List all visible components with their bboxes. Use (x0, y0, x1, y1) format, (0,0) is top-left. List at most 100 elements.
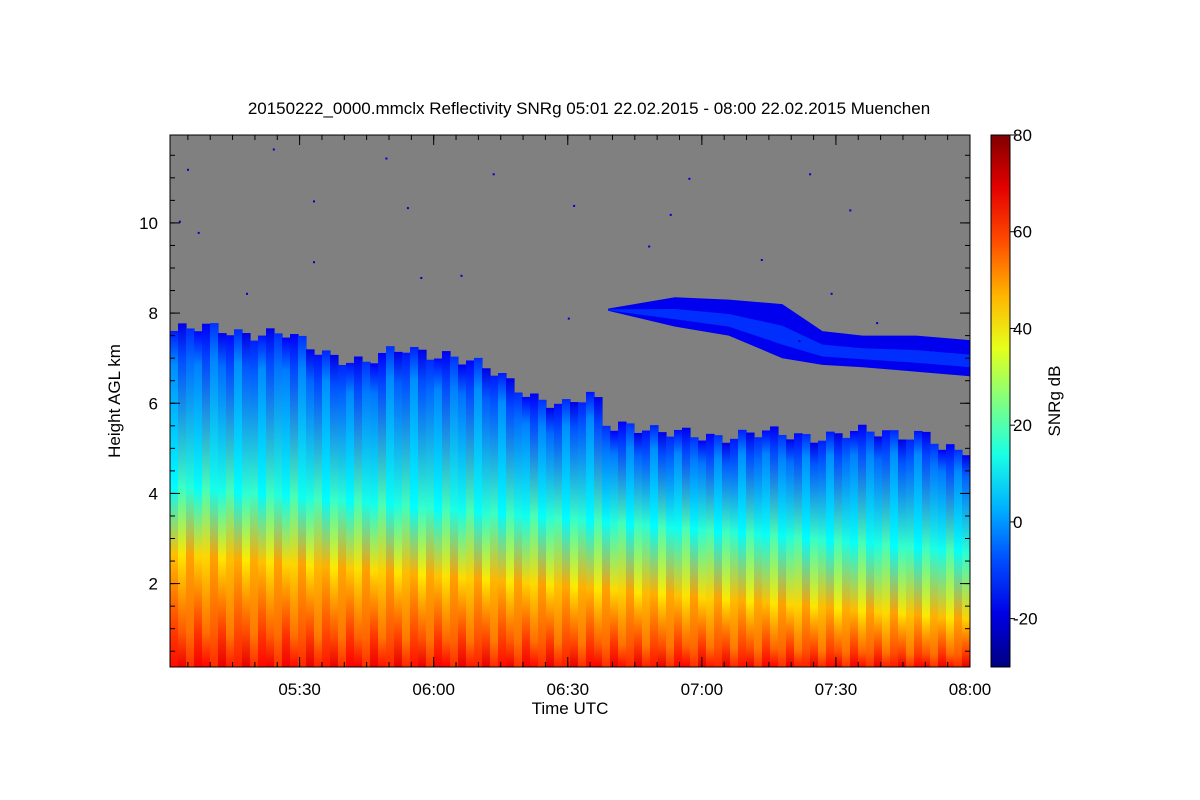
heatmap-column (610, 430, 619, 667)
heatmap-column (202, 323, 211, 667)
heatmap-column (450, 356, 459, 667)
heatmap-column (634, 432, 643, 667)
noise-speckle (876, 322, 879, 325)
noise-speckle (313, 200, 315, 203)
heatmap-column (522, 396, 531, 667)
noise-speckle (798, 340, 801, 343)
noise-speckle (929, 349, 932, 352)
heatmap-column (650, 425, 659, 667)
upper-cloud-layer (608, 297, 970, 377)
noise-speckle (406, 207, 409, 210)
y-axis: 2 4 6 8 10 (139, 154, 970, 652)
heatmap-column (834, 433, 843, 667)
heatmap-column (410, 347, 419, 667)
colorbar-label: SNRg dB (1045, 366, 1064, 437)
heatmap-column (946, 444, 955, 667)
heatmap-column (186, 328, 195, 667)
noise-speckle (460, 274, 463, 277)
noise-speckles (178, 148, 932, 352)
upper-layer-core (608, 309, 970, 368)
colorbar-tick-label: 0 (1013, 513, 1022, 532)
heatmap-column (546, 407, 555, 667)
x-tick-label: 05:30 (278, 680, 321, 699)
noise-speckle (760, 259, 763, 261)
heatmap-column (890, 430, 899, 667)
heatmap-column (698, 440, 707, 667)
chart-title: 20150222_0000.mmclx Reflectivity SNRg 05… (248, 99, 930, 118)
x-axis-label: Time UTC (532, 699, 609, 718)
noise-speckle (567, 317, 570, 320)
heatmap-column (714, 435, 723, 667)
heatmap-column (562, 399, 571, 667)
x-axis: 05:30 06:00 06:30 07:00 07:30 08:00 (187, 135, 992, 699)
heatmap-column (730, 438, 739, 667)
heatmap-column (330, 354, 339, 667)
heatmap-column (514, 392, 523, 667)
heatmap-column (794, 433, 803, 667)
heatmap-column (442, 351, 451, 667)
heatmap-column (866, 431, 875, 667)
heatmap-column (682, 427, 691, 667)
heatmap-column (722, 442, 731, 667)
heatmap-column (706, 433, 715, 667)
noise-speckle (272, 148, 275, 151)
heatmap-column (538, 399, 547, 667)
plot-area (170, 135, 970, 667)
heatmap-column (818, 440, 827, 667)
heatmap-column (954, 449, 963, 667)
noise-speckle (492, 173, 495, 176)
heatmap-column (786, 439, 795, 667)
x-tick-label: 06:00 (412, 680, 455, 699)
heatmap-column (594, 397, 603, 667)
noise-speckle (573, 204, 576, 207)
heatmap-column (250, 340, 259, 667)
heatmap-column (378, 352, 387, 667)
heatmap-column (362, 361, 371, 667)
heatmap-column (498, 373, 507, 667)
heatmap-column (322, 350, 331, 667)
heatmap-column (490, 375, 499, 667)
noise-speckle (313, 261, 315, 264)
noise-speckle (849, 209, 852, 212)
heatmap-column (842, 437, 851, 667)
heatmap-column (338, 364, 347, 667)
heatmap-column (882, 430, 891, 667)
colorbar (990, 134, 1011, 668)
heatmap-column (754, 437, 763, 667)
heatmap-column (898, 439, 907, 667)
heatmap-column (266, 328, 275, 667)
heatmap-column (850, 430, 859, 667)
x-tick-label: 08:00 (949, 680, 992, 699)
heatmap-column (482, 368, 491, 667)
colorbar-tick-label: 80 (1013, 126, 1032, 145)
heatmap-column (930, 443, 939, 667)
heatmap-column (618, 421, 627, 667)
heatmap-column (194, 331, 203, 667)
heatmap-column (218, 333, 227, 667)
y-axis-label: Height AGL km (105, 344, 124, 458)
heatmap-column (354, 356, 363, 667)
heatmap-column (922, 431, 931, 667)
heatmap-column (570, 402, 579, 667)
heatmap-column (402, 352, 411, 667)
colorbar-tick-label: 40 (1013, 319, 1032, 338)
colorbar-tick-label: 60 (1013, 223, 1032, 242)
noise-speckle (688, 177, 691, 180)
heatmap-column (178, 323, 187, 667)
heatmap-column (434, 358, 443, 667)
heatmap-column (394, 351, 403, 667)
heatmap-column (242, 333, 251, 667)
heatmap-column (874, 436, 883, 667)
x-tick-label: 07:00 (681, 680, 724, 699)
heatmap-column (858, 424, 867, 667)
heatmap-column (674, 429, 683, 667)
heatmap-column (234, 329, 243, 667)
noise-speckle (420, 277, 423, 279)
heatmap-column (226, 335, 235, 667)
heatmap-column (626, 423, 635, 667)
heatmap-column (554, 403, 563, 667)
noise-speckle (830, 292, 833, 295)
heatmap-column (578, 402, 587, 667)
heatmap-column (642, 430, 651, 667)
